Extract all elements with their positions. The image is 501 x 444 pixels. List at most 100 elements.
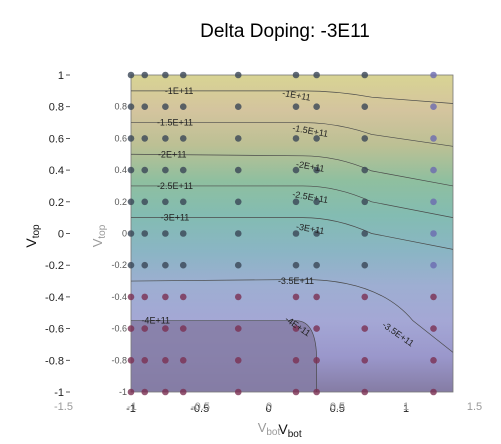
inner-y-tick-label: -1 [119,387,127,397]
grid-point [234,198,242,206]
y-axis-label-main: V [23,238,39,248]
grid-point [313,103,320,110]
grid-point [292,166,300,174]
contour-line [131,185,454,218]
grid-point [234,166,242,174]
grid-point [162,71,169,79]
grid-point [313,261,320,269]
grid-point [179,135,187,142]
contour-label: -1E+11 [282,88,312,103]
grid-point [141,166,149,174]
grid-point [361,71,369,79]
grid-point [292,261,300,269]
contour-line [130,279,454,353]
grid-point [141,103,149,110]
ghost-x-axis-label-main: V [258,420,267,435]
y-tick-label: 0.6 [49,133,64,145]
grid-point [292,135,300,142]
grid-point [430,230,437,237]
grid-point [430,71,437,79]
y-tick-label: 0.8 [49,102,64,114]
x-axis-label-main: V [278,421,288,437]
grid-point [179,325,187,332]
ghost-x-axis-ticks: -1.5 -1 -0.5 0 0.5 1 1.5 [54,401,482,413]
contour-label: -4E+11 [141,316,170,326]
ghost-y-axis-label-sub: top [97,224,108,238]
grid-point [292,71,300,79]
grid-point [234,71,242,79]
ghost-x-tick-label: 0.5 [330,401,345,413]
data-points [127,71,437,396]
grid-point [313,388,320,396]
grid-point [361,135,369,142]
grid-point [361,293,369,301]
contour-label: -3E+11 [161,213,190,223]
grid-point [361,357,369,364]
grid-point [234,230,242,237]
y-tick-label: -0.4 [45,292,64,304]
grid-point [141,388,149,396]
chart-title: Delta Doping: -3E11 [200,21,370,42]
grid-point [234,388,242,396]
grid-point [127,135,135,142]
grid-point [430,261,437,269]
grid-point [162,388,169,396]
contour-label: -3E+11 [295,221,325,236]
inner-y-tick-label: -0.8 [111,355,127,365]
grid-point [162,325,169,332]
grid-point [430,293,437,301]
grid-point [234,103,242,110]
x-axis-label-sub: bot [288,429,302,440]
y-tick-label: -0.2 [45,260,64,272]
grid-point [141,71,149,79]
x-axis-ticks: -1 -0.5 0 0.5 1 [126,403,409,415]
inner-y-tick-label: 0.8 [114,102,127,112]
grid-point [292,325,300,332]
grid-point [179,388,187,396]
grid-point [179,103,187,110]
grid-point [292,388,300,396]
y-tick-label: -1 [54,387,64,399]
inner-y-axis-ticks: 0.8 0.6 0.4 0.2 0 -0.2 -0.4 -0.6 -0.8 -1 [111,102,127,397]
grid-point [141,357,149,364]
y-tick-label: -0.8 [45,355,64,367]
grid-point [162,198,169,206]
ghost-x-tick-label: 1.5 [467,401,482,413]
grid-point [141,261,149,269]
grid-point [162,261,169,269]
contour-label: -1.5E+11 [157,118,193,128]
grid-point [313,357,320,364]
contour-line [131,90,454,104]
grid-point [141,293,149,301]
x-tick-label: -0.5 [190,403,209,415]
grid-point [361,103,369,110]
ghost-x-tick-label: 0 [266,401,272,413]
x-axis-label: Vbot [278,421,301,440]
ghost-y-axis-label: Vtop [90,224,108,247]
y-tick-label: -0.6 [45,324,64,336]
grid-point [162,103,169,110]
grid-point [313,71,320,79]
grid-point [361,325,369,332]
inner-y-tick-label: 0.2 [114,197,127,207]
grid-point [127,293,135,301]
inner-y-tick-label: 0.4 [114,165,127,175]
y-axis-label: Vtop [23,224,42,248]
grid-point [162,293,169,301]
x-tick-label: 0 [265,403,271,415]
grid-point [292,230,300,237]
grid-point [234,357,242,364]
y-tick-label: 1 [58,70,64,82]
grid-point [292,198,300,206]
grid-point [430,357,437,364]
contour-label: -3.5E+11 [278,276,314,286]
grid-point [179,230,187,237]
ghost-x-tick-label: -0.5 [191,401,210,413]
grid-point [361,261,369,269]
grid-point [430,166,437,174]
y-tick-label: 0.4 [49,165,64,177]
grid-point [127,388,135,396]
y-tick-label: 0 [58,229,64,241]
grid-point [430,388,437,396]
grid-point [179,293,187,301]
